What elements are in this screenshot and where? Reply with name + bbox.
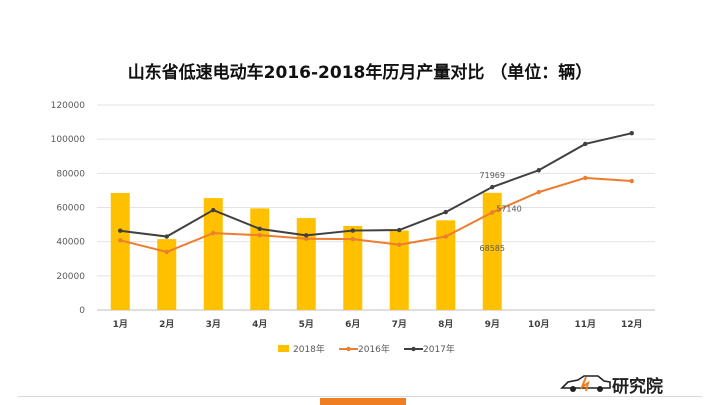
legend-label: 2016年 (358, 343, 390, 355)
line-point (304, 233, 309, 238)
chart-title: 山东省低速电动车2016-2018年历月产量对比 （单位：辆） (127, 63, 593, 83)
x-tick-label: 10月 (528, 319, 550, 330)
y-axis: 0 20000 40000 60000 80000 100000 120000 (51, 101, 86, 316)
x-tick-label: 4月 (252, 319, 267, 330)
x-axis: 1月 2月 3月 4月 5月 6月 7月 8月 9月 10月 11月 12月 (113, 319, 643, 330)
legend-swatch-marker (411, 346, 416, 352)
footer-divider (18, 396, 702, 397)
line-point (397, 227, 402, 233)
line-point (443, 209, 448, 215)
y-tick-label: 0 (79, 306, 85, 316)
x-tick-label: 7月 (392, 319, 407, 330)
data-label: 68585 (480, 244, 505, 253)
line-point (443, 234, 448, 239)
bar-series (110, 192, 502, 310)
line-point (629, 178, 634, 184)
bar (203, 198, 223, 310)
footer-accent-bar (320, 398, 406, 405)
legend: 2018年 2016年 2017年 (278, 343, 455, 355)
y-tick-label: 100000 (51, 135, 86, 145)
line-point (118, 238, 123, 243)
line-point (350, 236, 355, 242)
bar (343, 225, 363, 310)
line-point (211, 207, 216, 213)
line-point (490, 184, 495, 190)
line-point (211, 230, 216, 236)
bar (250, 208, 270, 310)
brand-logo: 研究院 (560, 370, 710, 397)
line-point (350, 228, 355, 233)
series-line (120, 132, 632, 238)
line-point (583, 175, 588, 181)
x-tick-label: 12月 (621, 319, 643, 330)
y-tick-label: 120000 (51, 101, 86, 111)
line-point (164, 234, 169, 239)
x-tick-label: 5月 (299, 319, 314, 330)
legend-swatch-marker (346, 346, 351, 352)
x-tick-label: 1月 (113, 319, 128, 330)
line-point (583, 141, 588, 147)
legend-label: 2017年 (423, 343, 455, 355)
y-tick-label: 60000 (56, 204, 85, 214)
x-tick-label: 6月 (345, 319, 360, 330)
car-logo-icon (560, 375, 611, 392)
line-point (397, 242, 402, 247)
line-point (118, 228, 123, 233)
line-point (536, 189, 541, 195)
legend-label: 2018年 (293, 343, 325, 355)
data-label: 57140 (496, 204, 521, 213)
line-point (257, 232, 262, 238)
legend-swatch (278, 345, 289, 352)
line-series (118, 130, 634, 255)
bar (157, 239, 177, 310)
bar (296, 218, 316, 310)
bar (482, 192, 502, 310)
y-tick-label: 40000 (56, 238, 85, 248)
bar (389, 230, 409, 310)
x-tick-label: 2月 (159, 319, 174, 330)
bar (110, 192, 130, 310)
line-point (490, 210, 495, 215)
series-line (120, 176, 632, 253)
x-tick-label: 11月 (574, 319, 596, 330)
line-point (629, 130, 634, 136)
data-labels: 71969 57140 68585 (480, 171, 522, 253)
x-tick-label: 8月 (438, 319, 453, 330)
line-point (304, 236, 309, 241)
x-tick-label: 3月 (206, 319, 221, 330)
line-point (536, 168, 541, 173)
line-point (164, 249, 169, 255)
data-label: 71969 (480, 171, 505, 180)
brand-text: 研究院 (612, 377, 663, 397)
x-tick-label: 9月 (485, 319, 500, 330)
bar (436, 220, 456, 310)
y-tick-label: 80000 (56, 169, 85, 179)
gridlines (97, 104, 655, 311)
y-tick-label: 20000 (56, 272, 85, 282)
line-point (257, 226, 262, 232)
